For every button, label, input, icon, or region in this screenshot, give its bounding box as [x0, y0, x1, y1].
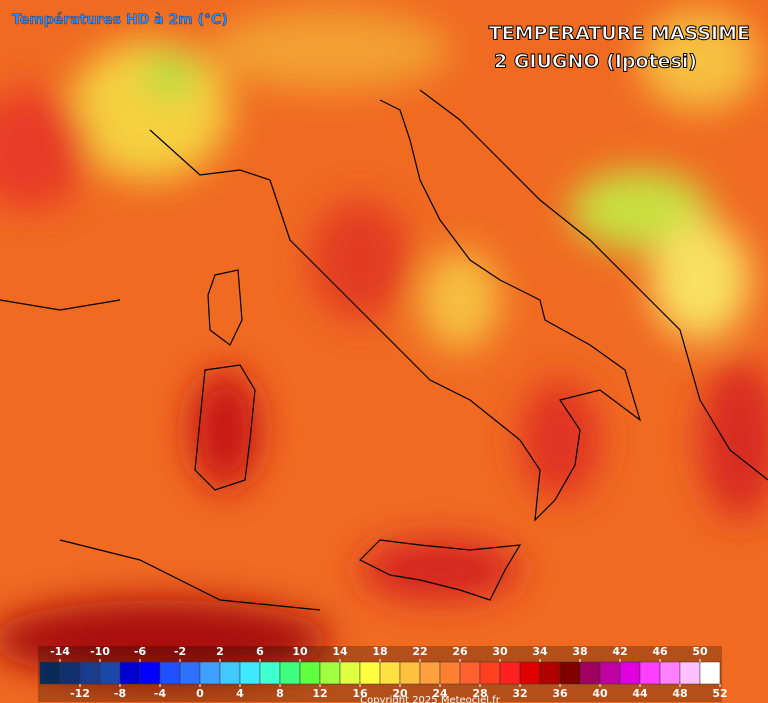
scale-label: 26: [452, 645, 468, 658]
scale-cell: [619, 661, 641, 685]
scale-cell: [39, 661, 61, 685]
scale-label: 20: [392, 687, 408, 700]
scale-cell: [259, 661, 281, 685]
scale-label: -4: [154, 687, 167, 700]
scale-cell: [59, 661, 81, 685]
scale-cell: [539, 661, 561, 685]
scale-cell: [119, 661, 141, 685]
product-label: Températures HD à 2m (°C): [12, 12, 228, 28]
color-scale: -14 -10 -6 -2 2 6 10 14 18 22 26 30 34 38 42 46 50-12 -8-…: [38, 645, 728, 702]
scale-label: 8: [276, 687, 284, 700]
copyright: Copyright 2025 Meteociel.fr: [360, 695, 501, 703]
scale-label: 38: [572, 645, 587, 658]
scale-label: -8: [114, 687, 126, 700]
scale-cell: [199, 661, 221, 685]
scale-cell: [679, 661, 701, 685]
scale-label: 28: [472, 687, 487, 700]
temperature-field: [0, 10, 768, 680]
scale-label: 4: [236, 687, 244, 700]
scale-label: 34: [532, 645, 548, 658]
scale-cell: [179, 661, 201, 685]
scale-cell: [139, 661, 161, 685]
scale-label: 2: [216, 645, 224, 658]
scale-label: 12: [312, 687, 327, 700]
scale-label: -12: [70, 687, 90, 700]
scale-cell: [439, 661, 461, 685]
scale-cell: [519, 661, 541, 685]
map-subtitle: 2 GIUGNO (Ipotesi): [494, 51, 697, 73]
scale-cell: [479, 661, 501, 685]
scale-cell: [159, 661, 181, 685]
scale-cell: [699, 661, 721, 685]
scale-label: 48: [672, 687, 687, 700]
scale-label: -2: [174, 645, 186, 658]
scale-label: 22: [412, 645, 427, 658]
scale-label: 36: [552, 687, 568, 700]
scale-label: 52: [712, 687, 727, 700]
scale-label: 18: [372, 645, 387, 658]
scale-label: 16: [352, 687, 368, 700]
scale-label: 30: [492, 645, 508, 658]
scale-label: 50: [692, 645, 708, 658]
scale-cell: [359, 661, 381, 685]
scale-label: -14: [50, 645, 70, 658]
scale-cell: [459, 661, 481, 685]
scale-label: 0: [196, 687, 204, 700]
coastlines: [0, 89, 768, 611]
scale-label: 46: [652, 645, 668, 658]
scale-label: 42: [612, 645, 627, 658]
scale-cell: [399, 661, 421, 685]
scale-cell: [219, 661, 241, 685]
scale-cell: [599, 661, 621, 685]
scale-cell: [99, 661, 121, 685]
scale-label: 24: [432, 687, 448, 700]
scale-label: 10: [292, 645, 308, 658]
scale-label: 32: [512, 687, 527, 700]
scale-cell: [579, 661, 601, 685]
scale-label: -6: [134, 645, 147, 658]
scale-cell: [639, 661, 661, 685]
scale-label: 44: [632, 687, 648, 700]
scale-label: 6: [256, 645, 264, 658]
scale-cell: [499, 661, 521, 685]
scale-cell: [559, 661, 581, 685]
scale-label: 14: [332, 645, 348, 658]
scale-cell: [659, 661, 681, 685]
scale-cell: [299, 661, 321, 685]
scale-cell: [79, 661, 101, 685]
scale-label: -10: [90, 645, 110, 658]
scale-cell: [379, 661, 401, 685]
scale-cell: [279, 661, 301, 685]
scale-label: 40: [592, 687, 608, 700]
scale-cell: [419, 661, 441, 685]
scale-cell: [239, 661, 261, 685]
scale-cell: [319, 661, 341, 685]
map-title: TEMPERATURE MASSIME: [489, 23, 750, 45]
scale-cell: [339, 661, 361, 685]
